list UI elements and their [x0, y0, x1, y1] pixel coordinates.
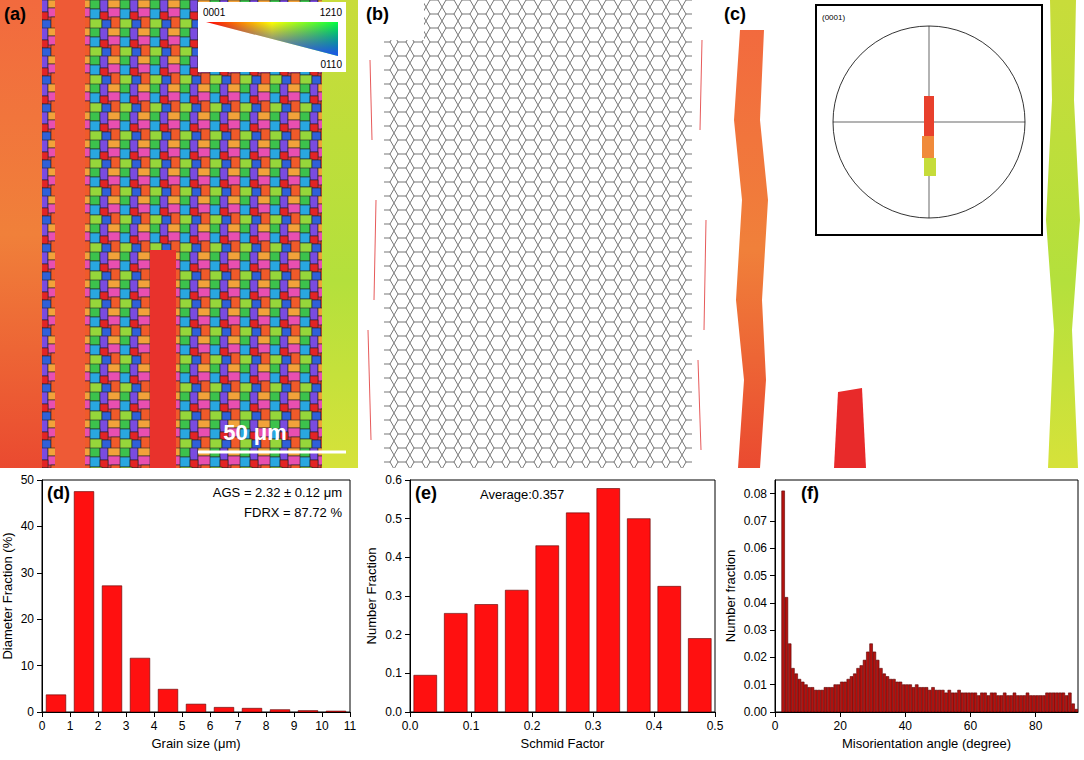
svg-text:30: 30	[21, 566, 35, 580]
svg-text:(b): (b)	[366, 4, 389, 24]
svg-text:1210: 1210	[320, 7, 343, 18]
svg-text:8: 8	[263, 719, 270, 733]
svg-text:9: 9	[291, 719, 298, 733]
svg-text:(e): (e)	[415, 483, 437, 503]
svg-text:0.01: 0.01	[744, 678, 768, 692]
svg-text:0001: 0001	[203, 7, 226, 18]
svg-text:10: 10	[21, 659, 35, 673]
svg-text:FDRX = 87.72 %: FDRX = 87.72 %	[244, 505, 342, 520]
svg-text:0.02: 0.02	[744, 650, 768, 664]
svg-text:0.08: 0.08	[744, 487, 768, 501]
svg-text:0: 0	[39, 719, 46, 733]
svg-text:0.07: 0.07	[744, 514, 768, 528]
svg-text:(a): (a)	[4, 4, 26, 24]
svg-text:0.2: 0.2	[385, 628, 402, 642]
svg-text:60: 60	[964, 719, 978, 733]
svg-text:0.5: 0.5	[385, 512, 402, 526]
svg-text:Number fraction: Number fraction	[723, 550, 738, 642]
svg-text:11: 11	[344, 719, 357, 733]
svg-text:6: 6	[207, 719, 214, 733]
svg-text:3: 3	[123, 719, 130, 733]
svg-text:Misorientation angle (degree): Misorientation angle (degree)	[842, 736, 1011, 751]
svg-text:(d): (d)	[47, 483, 70, 503]
svg-text:0.04: 0.04	[744, 596, 768, 610]
svg-text:0.2: 0.2	[524, 719, 541, 733]
svg-text:1: 1	[67, 719, 74, 733]
svg-text:7: 7	[235, 719, 242, 733]
svg-text:0.4: 0.4	[646, 719, 663, 733]
svg-text:Diameter Fraction (%): Diameter Fraction (%)	[0, 532, 15, 659]
svg-text:0.4: 0.4	[385, 550, 402, 564]
svg-text:0.1: 0.1	[463, 719, 480, 733]
svg-text:(f): (f)	[801, 483, 819, 503]
svg-text:0.5: 0.5	[707, 719, 724, 733]
svg-text:0.0: 0.0	[385, 705, 402, 719]
svg-text:0.3: 0.3	[385, 589, 402, 603]
svg-text:0.1: 0.1	[385, 666, 402, 680]
svg-text:50 μm: 50 μm	[223, 420, 287, 445]
svg-text:0.0: 0.0	[402, 719, 419, 733]
svg-text:5: 5	[179, 719, 186, 733]
svg-text:0.6: 0.6	[385, 473, 402, 487]
svg-text:0.05: 0.05	[744, 569, 768, 583]
svg-text:10: 10	[315, 719, 329, 733]
svg-text:0.3: 0.3	[585, 719, 602, 733]
svg-text:(c): (c)	[724, 4, 746, 24]
svg-text:0.00: 0.00	[744, 705, 768, 719]
svg-text:0.03: 0.03	[744, 623, 768, 637]
svg-text:Average:0.357: Average:0.357	[480, 487, 564, 502]
svg-text:Number Fraction: Number Fraction	[364, 548, 379, 645]
svg-text:AGS = 2.32 ± 0.12 μm: AGS = 2.32 ± 0.12 μm	[213, 485, 342, 500]
svg-text:2: 2	[95, 719, 102, 733]
svg-text:(0001): (0001)	[822, 13, 845, 22]
svg-text:20: 20	[21, 612, 35, 626]
svg-text:0110: 0110	[320, 59, 342, 70]
svg-text:Schmid Factor: Schmid Factor	[521, 736, 605, 751]
svg-text:40: 40	[21, 519, 35, 533]
svg-text:0.06: 0.06	[744, 541, 768, 555]
svg-text:40: 40	[899, 719, 913, 733]
svg-text:0: 0	[27, 705, 34, 719]
svg-text:Grain size (μm): Grain size (μm)	[151, 736, 240, 751]
svg-text:4: 4	[151, 719, 158, 733]
svg-text:50: 50	[21, 473, 35, 487]
svg-text:80: 80	[1029, 719, 1043, 733]
svg-text:20: 20	[833, 719, 847, 733]
svg-text:0: 0	[772, 719, 779, 733]
